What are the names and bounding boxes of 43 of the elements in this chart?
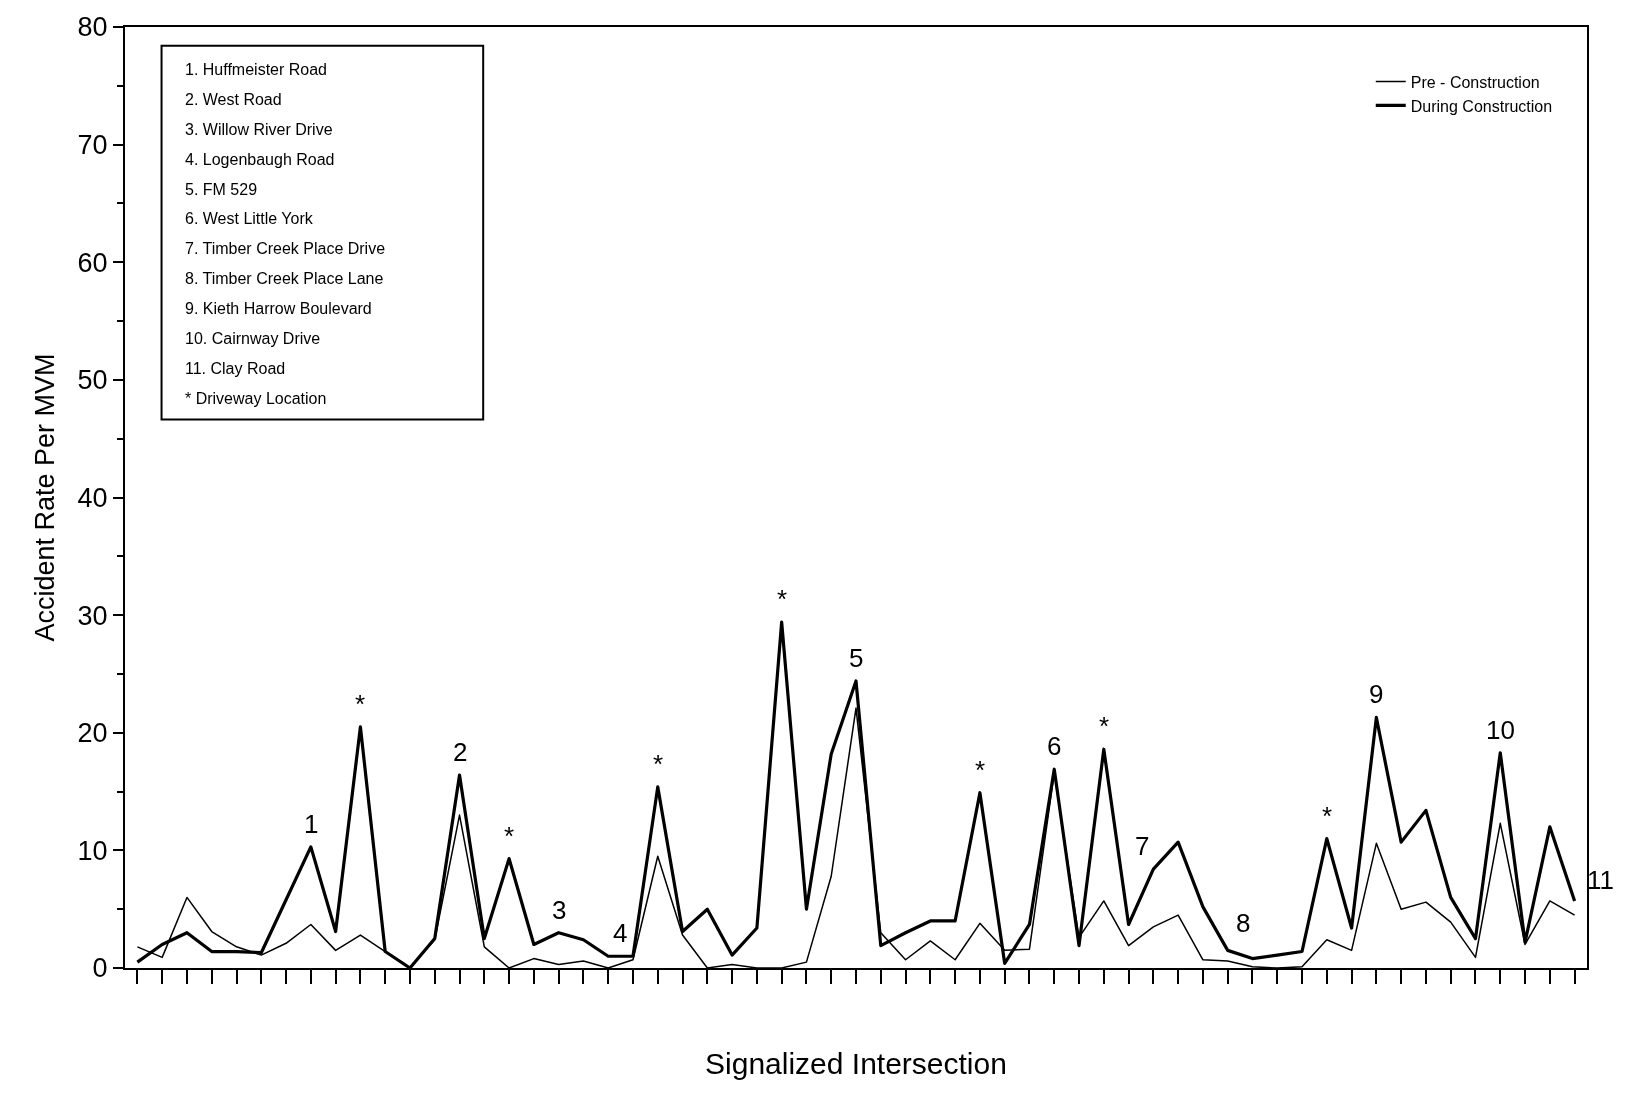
annotation: 10. Cairnway Drive [185,330,321,347]
annotation: 7 [1135,831,1150,861]
annotation: 6. West Little York [185,210,314,227]
y-tick-label: 80 [77,12,108,43]
annotation: 11. Clay Road [185,360,286,377]
annotation: 7. Timber Creek Place Drive [185,240,386,257]
annotation: 4. Logenbaugh Road [185,151,335,168]
y-tick-label: 40 [77,482,108,513]
annotation: 2. West Road [185,91,282,108]
annotation: 1. Huffmeister Road [185,61,327,78]
annotation: 3. Willow River Drive [185,121,333,138]
annotation: 5. FM 529 [185,181,258,198]
annotation: * [355,689,366,719]
y-tick-label: 0 [92,953,108,984]
legend-label: During Construction [1410,97,1553,115]
y-tick-label: 20 [77,718,108,749]
y-tick-label: 10 [77,835,108,866]
y-tick-label: 70 [77,130,108,161]
y-axis-title: Accident Rate Per MVM [30,353,61,642]
annotation: * [975,755,986,785]
annotation: 3 [552,895,567,925]
annotation: * [777,584,788,614]
annotation: 4 [613,918,628,948]
legend-label: Pre - Construction [1410,73,1540,91]
annotation: 8. Timber Creek Place Lane [185,270,384,287]
annotation: * [1322,801,1333,831]
annotation: 10 [1486,715,1515,745]
annotation: * [653,749,664,779]
y-tick-label: 50 [77,365,108,396]
annotation: * [1099,711,1110,741]
y-tick-label: 30 [77,600,108,631]
annotation: 8 [1236,908,1251,938]
annotation: 6 [1047,731,1062,761]
annotation: 2 [453,737,468,767]
x-axis-title: Signalized Intersection [705,1047,1007,1080]
annotation: * Driveway Location [185,390,327,407]
y-tick-label: 60 [77,247,108,278]
annotation: * [504,821,515,851]
annotation: 9 [1369,679,1384,709]
annotation: 1 [304,809,319,839]
annotation: 9. Kieth Harrow Boulevard [185,300,372,317]
annotation: 11 [1587,865,1614,895]
annotation: 5 [849,643,864,673]
